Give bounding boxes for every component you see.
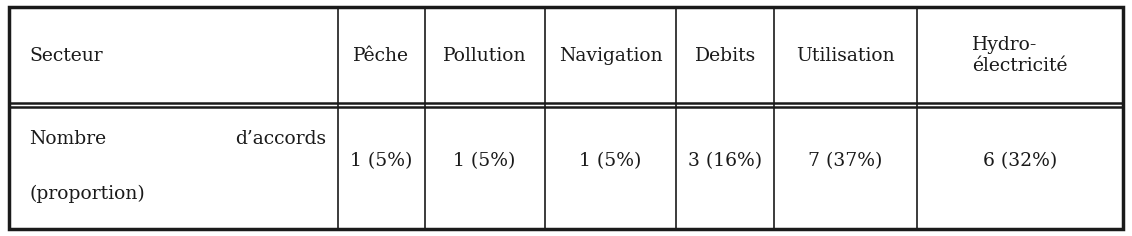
Bar	[424, 105, 544, 229]
Text: 1 (5%): 1 (5%)	[454, 152, 516, 170]
Text: Utilisation: Utilisation	[796, 47, 895, 65]
Text: Pollution: Pollution	[443, 47, 526, 65]
Text: 7 (37%): 7 (37%)	[808, 152, 883, 170]
Bar	[676, 7, 774, 105]
Bar	[337, 7, 424, 105]
Text: d’accords: d’accords	[235, 131, 326, 148]
Bar	[917, 105, 1123, 229]
Bar	[544, 105, 676, 229]
Bar	[337, 105, 424, 229]
Bar	[544, 7, 676, 105]
Bar	[9, 7, 337, 105]
Bar	[676, 105, 774, 229]
Bar	[424, 7, 544, 105]
Bar	[774, 105, 917, 229]
Text: 1 (5%): 1 (5%)	[580, 152, 642, 170]
Text: 3 (16%): 3 (16%)	[688, 152, 762, 170]
Bar	[9, 105, 337, 229]
Text: Navigation: Navigation	[559, 47, 662, 65]
Text: (proportion): (proportion)	[29, 185, 145, 203]
Text: 1 (5%): 1 (5%)	[350, 152, 412, 170]
Bar	[774, 7, 917, 105]
Text: 6 (32%): 6 (32%)	[983, 152, 1057, 170]
Text: Nombre: Nombre	[29, 131, 106, 148]
Text: Hydro-
électricité: Hydro- électricité	[972, 37, 1067, 75]
Bar	[917, 7, 1123, 105]
Text: Secteur: Secteur	[29, 47, 103, 65]
Text: Debits: Debits	[695, 47, 756, 65]
Text: Pêche: Pêche	[353, 47, 409, 65]
